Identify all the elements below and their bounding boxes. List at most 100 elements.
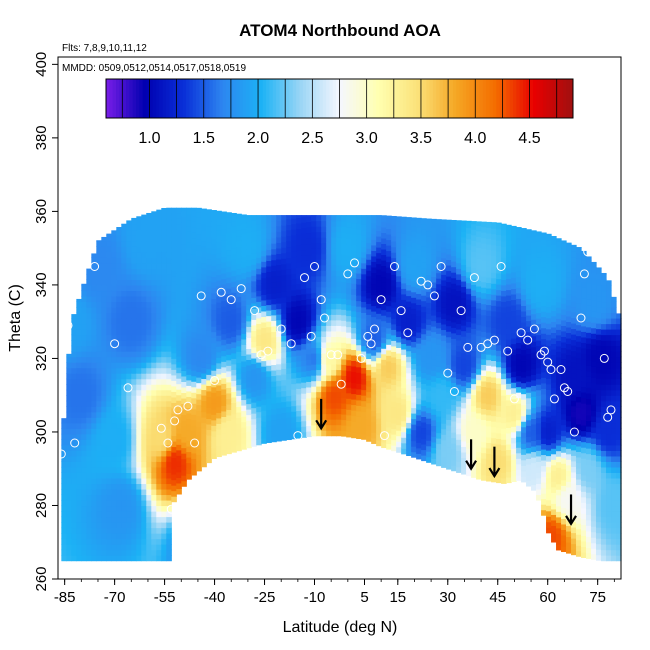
- heat-cell: [516, 259, 522, 266]
- heat-cell: [271, 403, 277, 410]
- heat-cell: [231, 341, 237, 348]
- heat-cell: [231, 212, 237, 216]
- heat-cell: [306, 392, 312, 399]
- heat-cell: [486, 370, 492, 377]
- heat-cell: [331, 386, 337, 393]
- heat-cell: [231, 286, 237, 293]
- heat-cell: [176, 477, 182, 484]
- heat-cell: [151, 240, 157, 247]
- heat-cell: [341, 347, 347, 354]
- heat-cell: [181, 260, 187, 267]
- heat-cell: [86, 411, 92, 418]
- heat-cell: [96, 505, 102, 512]
- heat-cell: [256, 400, 262, 407]
- heat-cell: [171, 308, 177, 315]
- heat-cell: [251, 424, 257, 431]
- heat-cell: [506, 322, 512, 329]
- heat-cell: [366, 275, 372, 282]
- heat-cell: [461, 220, 467, 227]
- heat-cell: [531, 324, 537, 331]
- heat-cell: [161, 549, 167, 556]
- heat-cell: [201, 361, 207, 368]
- heat-cell: [231, 297, 237, 304]
- heat-cell: [531, 374, 537, 381]
- heat-cell: [156, 351, 162, 358]
- heat-cell: [401, 244, 407, 251]
- heat-cell: [356, 339, 362, 346]
- heat-cell: [201, 394, 207, 402]
- heat-cell: [481, 331, 487, 338]
- heat-cell: [141, 549, 147, 556]
- heat-cell: [401, 398, 407, 405]
- heat-cell: [426, 451, 432, 458]
- heat-cell: [471, 422, 477, 429]
- heat-cell: [346, 376, 352, 383]
- heat-cell: [386, 239, 392, 246]
- heat-cell: [86, 306, 92, 314]
- heat-cell: [471, 273, 477, 280]
- heat-cell: [66, 516, 72, 523]
- heat-cell: [136, 555, 142, 562]
- heat-cell: [61, 418, 67, 424]
- heat-cell: [216, 307, 222, 314]
- heat-cell: [121, 224, 127, 231]
- heat-cell: [166, 257, 172, 264]
- heat-cell: [226, 271, 232, 278]
- heat-cell: [376, 313, 382, 320]
- heat-cell: [351, 316, 357, 323]
- heat-cell: [281, 258, 287, 265]
- heat-cell: [346, 431, 352, 438]
- heat-cell: [191, 232, 197, 239]
- heat-cell: [526, 292, 532, 300]
- heat-cell: [486, 337, 492, 344]
- heat-cell: [256, 373, 262, 380]
- heat-cell: [211, 447, 217, 454]
- heat-cell: [291, 378, 297, 385]
- heat-cell: [391, 356, 397, 363]
- heat-cell: [281, 362, 287, 370]
- heat-cell: [351, 233, 357, 240]
- heat-cell: [351, 244, 357, 251]
- heat-cell: [501, 461, 507, 468]
- heat-cell: [286, 389, 292, 396]
- heat-cell: [86, 340, 92, 347]
- heat-cell: [256, 422, 262, 429]
- heat-cell: [511, 349, 517, 356]
- heat-cell: [106, 279, 112, 286]
- heat-cell: [366, 341, 372, 348]
- heat-cell: [336, 424, 342, 431]
- heat-cell: [221, 344, 227, 351]
- heat-cell: [126, 494, 132, 501]
- heat-cell: [336, 270, 342, 277]
- heat-cell: [411, 335, 417, 342]
- heat-cell: [231, 330, 237, 337]
- heat-cell: [566, 348, 572, 356]
- heat-cell: [316, 308, 322, 315]
- heat-cell: [506, 366, 512, 373]
- heat-cell: [521, 255, 527, 262]
- heat-cell: [486, 282, 492, 289]
- heat-cell: [271, 364, 277, 371]
- heat-cell: [561, 347, 567, 354]
- heat-cell: [576, 302, 582, 309]
- heat-cell: [526, 265, 532, 272]
- heat-cell: [566, 541, 572, 549]
- heat-cell: [446, 276, 452, 283]
- heat-cell: [451, 316, 457, 323]
- heat-cell: [281, 215, 287, 221]
- heat-cell: [566, 525, 572, 532]
- heat-cell: [576, 523, 582, 530]
- heat-cell: [256, 279, 262, 286]
- heat-cell: [576, 418, 582, 425]
- heat-cell: [306, 237, 312, 245]
- heat-cell: [201, 411, 207, 418]
- heat-cell: [521, 288, 527, 295]
- heat-cell: [411, 324, 417, 331]
- heat-cell: [286, 301, 292, 308]
- heat-cell: [191, 414, 197, 421]
- heat-cell: [556, 367, 562, 374]
- heat-cell: [226, 354, 232, 361]
- heat-cell: [466, 381, 472, 388]
- heat-cell: [291, 256, 297, 263]
- heat-cell: [301, 249, 307, 256]
